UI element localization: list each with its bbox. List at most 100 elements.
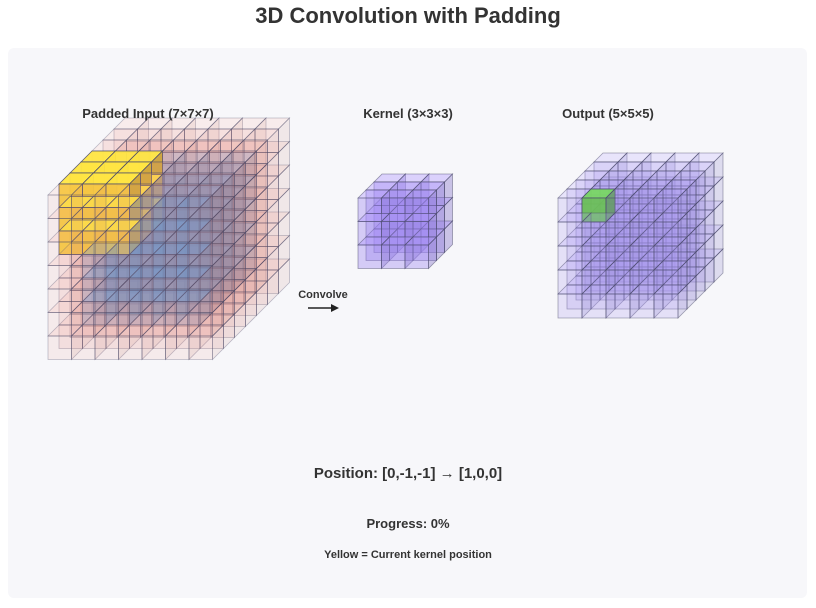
input-voxel-side — [152, 289, 165, 326]
padding-voxel-side — [223, 195, 235, 232]
input-voxel-top — [175, 219, 212, 232]
padding-voxel-side — [126, 269, 138, 306]
padding-voxel-top — [91, 257, 128, 269]
padding-voxel-side — [188, 277, 201, 314]
input-voxel-top — [208, 163, 245, 175]
padding-voxel-top — [243, 246, 280, 258]
input-voxel-front — [105, 301, 130, 326]
input-voxel-side — [196, 222, 209, 259]
padding-voxel-side — [94, 230, 107, 267]
padding-voxel-side — [141, 230, 154, 267]
input-voxel-top — [172, 175, 209, 188]
input-voxel-side — [176, 242, 188, 279]
padding-voxel-top — [186, 161, 223, 174]
padding-voxel-front — [184, 199, 209, 224]
padding-voxel-front — [254, 222, 279, 247]
padding-voxel-side — [165, 183, 177, 220]
input-voxel-side — [220, 245, 232, 282]
padding-voxel-top — [221, 221, 258, 233]
input-voxel-top — [139, 279, 176, 291]
input-voxel-front — [185, 244, 210, 269]
padding-voxel-front — [199, 207, 224, 232]
padding-voxel-front — [207, 222, 232, 247]
input-voxel-top — [208, 210, 245, 222]
padding-voxel-side — [231, 234, 243, 271]
padding-voxel-side — [141, 206, 154, 243]
padding-voxel-front — [221, 161, 246, 186]
input-voxel-front — [82, 301, 107, 326]
input-voxel-front — [174, 208, 199, 233]
padding-voxel-top — [161, 139, 198, 152]
padding-voxel-top — [47, 277, 84, 290]
padding-voxel-side — [245, 197, 257, 234]
input-voxel-top — [152, 266, 189, 279]
padding-voxel-front — [198, 161, 223, 186]
input-voxel-top — [161, 163, 198, 175]
padding-voxel-top — [58, 313, 95, 326]
padding-voxel-front — [254, 175, 279, 200]
input-voxel-front — [220, 163, 245, 188]
padding-voxel-front — [137, 269, 162, 294]
input-voxel-side — [105, 266, 118, 303]
padding-voxel-front — [80, 279, 105, 304]
padding-voxel-side — [152, 313, 165, 350]
input-voxel-front — [82, 277, 107, 302]
padding-voxel-front — [187, 172, 212, 197]
input-voxel-front — [162, 244, 187, 269]
padding-voxel-side — [71, 206, 83, 243]
input-voxel-side — [243, 175, 256, 212]
padding-voxel-front — [185, 291, 210, 316]
padding-voxel-side — [207, 258, 220, 295]
input-voxel-top — [196, 222, 233, 235]
padding-voxel-side — [93, 278, 105, 315]
padding-voxel-side — [267, 175, 279, 212]
padding-voxel-side — [165, 277, 177, 314]
padding-voxel-top — [185, 139, 222, 152]
padding-voxel-front — [210, 243, 235, 268]
padding-voxel-front — [210, 172, 235, 197]
input-voxel-top — [172, 246, 209, 258]
input-voxel-top — [219, 152, 256, 164]
padding-voxel-side — [278, 117, 290, 154]
padding-voxel-top — [199, 196, 236, 208]
padding-voxel-top — [117, 230, 154, 243]
padding-voxel-top — [69, 255, 106, 268]
input-voxel-side — [105, 242, 118, 279]
input-voxel-top — [196, 175, 233, 188]
padding-voxel-top — [141, 183, 178, 196]
input-voxel-side — [151, 220, 163, 257]
padding-voxel-top — [47, 230, 84, 243]
input-voxel-top — [161, 186, 198, 199]
padding-voxel-top — [243, 128, 280, 141]
padding-voxel-side — [212, 183, 224, 220]
input-voxel-top — [196, 199, 233, 211]
padding-voxel-front — [141, 312, 166, 337]
padding-voxel-front — [118, 288, 143, 313]
input-voxel-front — [173, 210, 198, 235]
input-voxel-side — [243, 245, 256, 282]
padding-voxel-top — [243, 269, 280, 282]
padding-voxel-side — [116, 302, 129, 339]
padding-voxel-side — [256, 209, 268, 246]
input-voxel-front — [209, 197, 234, 222]
padding-voxel-side — [104, 291, 116, 328]
padding-voxel-top — [139, 161, 176, 174]
input-voxel-side — [163, 231, 176, 268]
input-voxel-top — [116, 279, 153, 291]
padding-voxel-front — [199, 324, 224, 349]
padding-voxel-side — [207, 117, 220, 154]
padding-voxel-front — [80, 255, 105, 280]
padding-voxel-side — [141, 277, 154, 314]
padding-voxel-top — [139, 302, 176, 315]
padding-voxel-side — [118, 300, 130, 337]
padding-voxel-top — [69, 302, 106, 315]
padding-voxel-side — [184, 234, 196, 271]
padding-voxel-side — [141, 300, 154, 337]
padding-voxel-side — [174, 150, 187, 187]
padding-voxel-top — [230, 117, 267, 130]
padding-voxel-side — [94, 183, 107, 220]
padding-voxel-front — [118, 218, 143, 243]
padding-voxel-front — [141, 265, 166, 290]
padding-voxel-front — [137, 246, 162, 271]
